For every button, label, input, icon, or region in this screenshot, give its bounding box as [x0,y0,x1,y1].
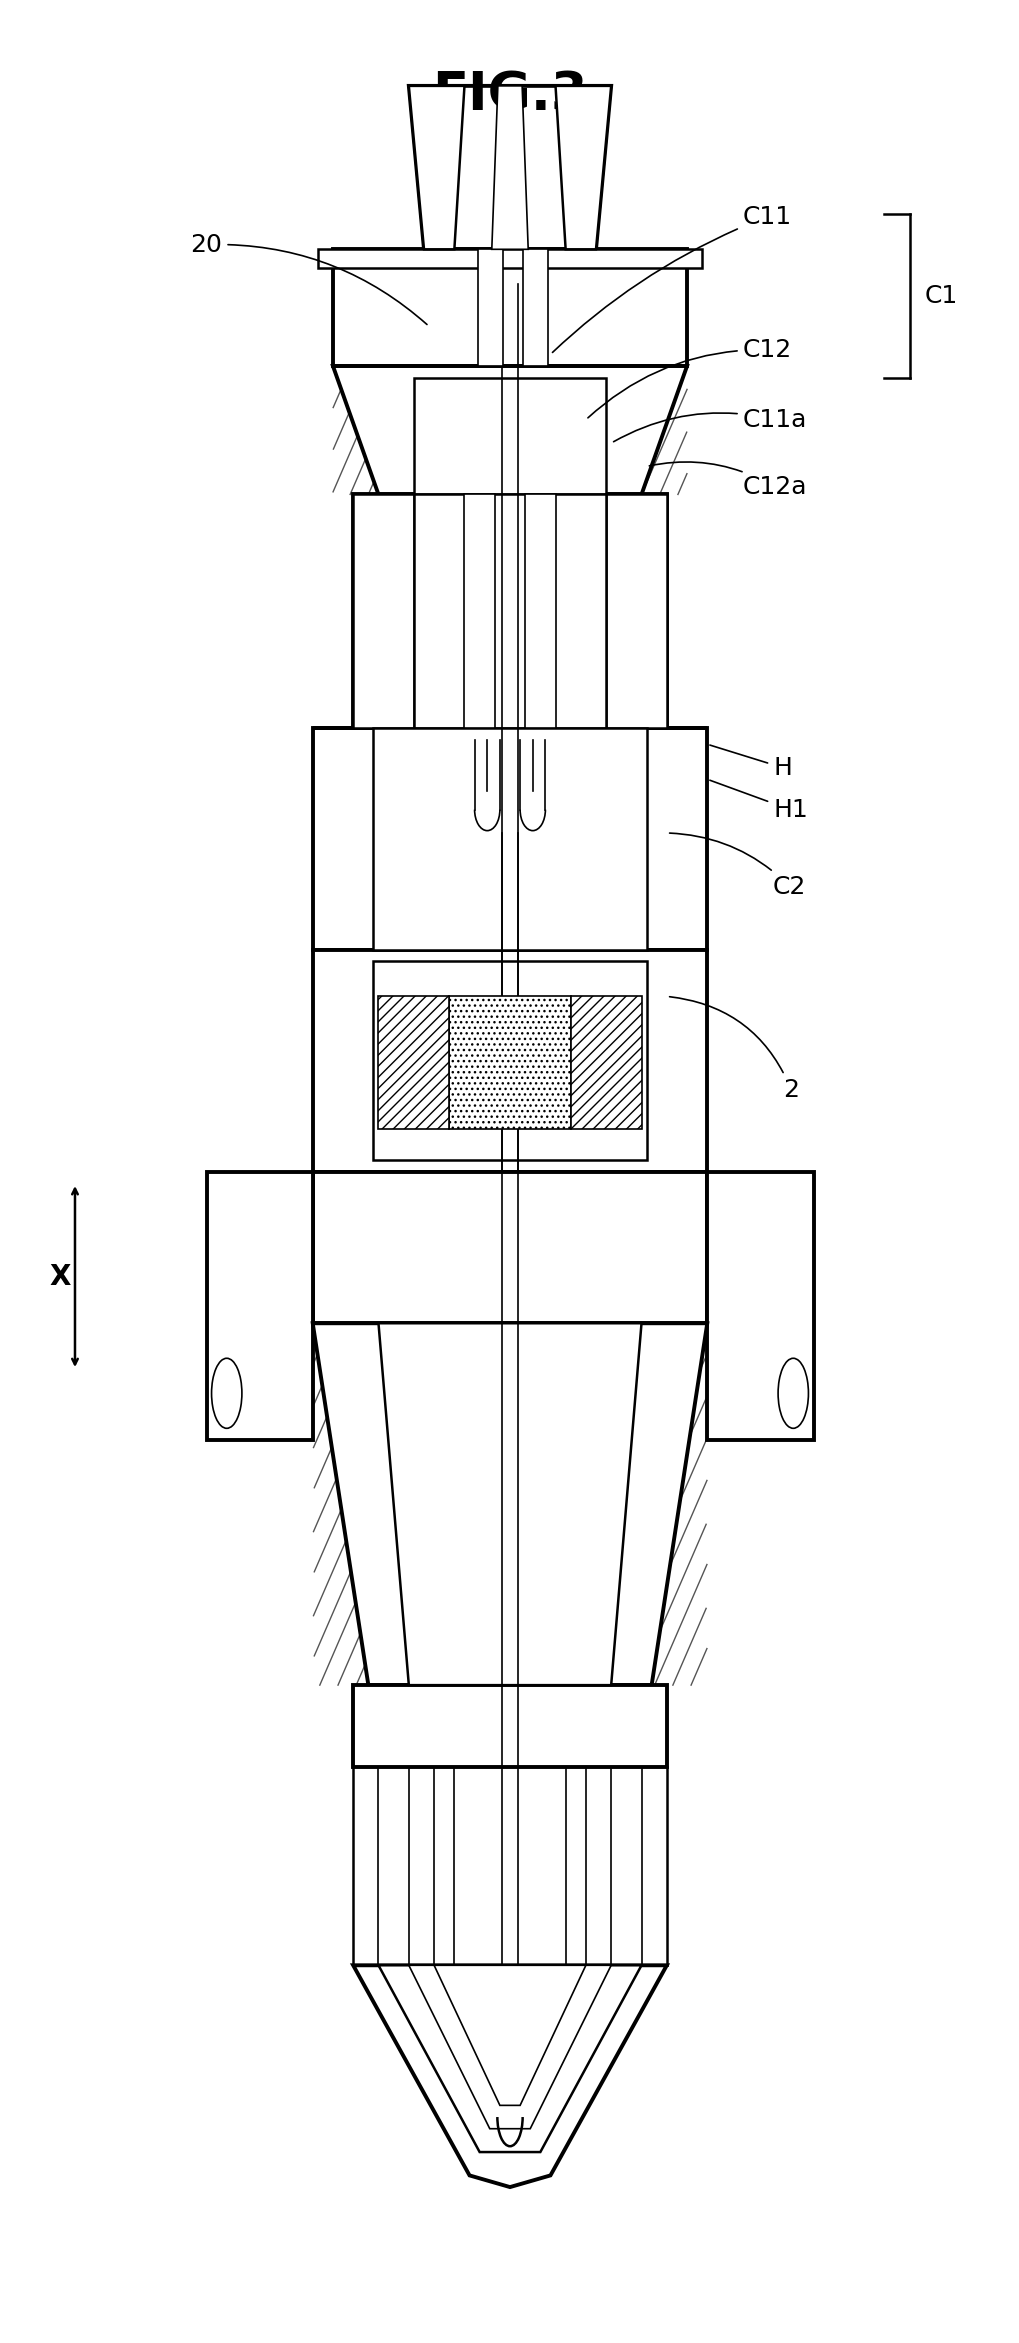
Polygon shape [555,87,610,248]
Polygon shape [373,729,646,949]
Polygon shape [523,248,548,366]
Polygon shape [414,494,605,729]
Text: C2: C2 [668,834,806,900]
Polygon shape [373,961,646,1160]
Polygon shape [332,366,687,494]
Polygon shape [353,1685,666,1767]
Text: X: X [49,1263,70,1291]
Text: 20: 20 [191,232,427,323]
Polygon shape [605,494,666,729]
Polygon shape [434,1966,585,2106]
Polygon shape [378,1966,641,2153]
Polygon shape [448,996,571,1129]
Polygon shape [409,1966,610,2130]
Polygon shape [378,1324,641,1685]
Text: H1: H1 [709,780,807,822]
Polygon shape [491,87,528,248]
Text: FIG.3: FIG.3 [432,70,587,122]
Polygon shape [353,1966,666,2186]
Text: C12a: C12a [649,462,806,499]
Polygon shape [313,949,706,1172]
Polygon shape [353,494,414,729]
Text: C11a: C11a [613,408,806,443]
Polygon shape [414,377,605,494]
Text: C1: C1 [924,284,957,307]
Text: C12: C12 [587,337,791,417]
Polygon shape [313,1324,706,1685]
Polygon shape [571,996,641,1129]
Polygon shape [332,248,687,366]
Polygon shape [378,996,448,1129]
Polygon shape [313,729,706,949]
Text: 2: 2 [668,996,798,1101]
Polygon shape [206,1172,313,1441]
Polygon shape [464,494,494,729]
Polygon shape [477,248,502,366]
Polygon shape [313,1172,706,1324]
Polygon shape [706,1172,813,1441]
Text: H: H [709,745,791,780]
Text: C11: C11 [552,204,791,351]
Polygon shape [318,248,701,267]
Polygon shape [525,494,555,729]
Polygon shape [409,87,464,248]
